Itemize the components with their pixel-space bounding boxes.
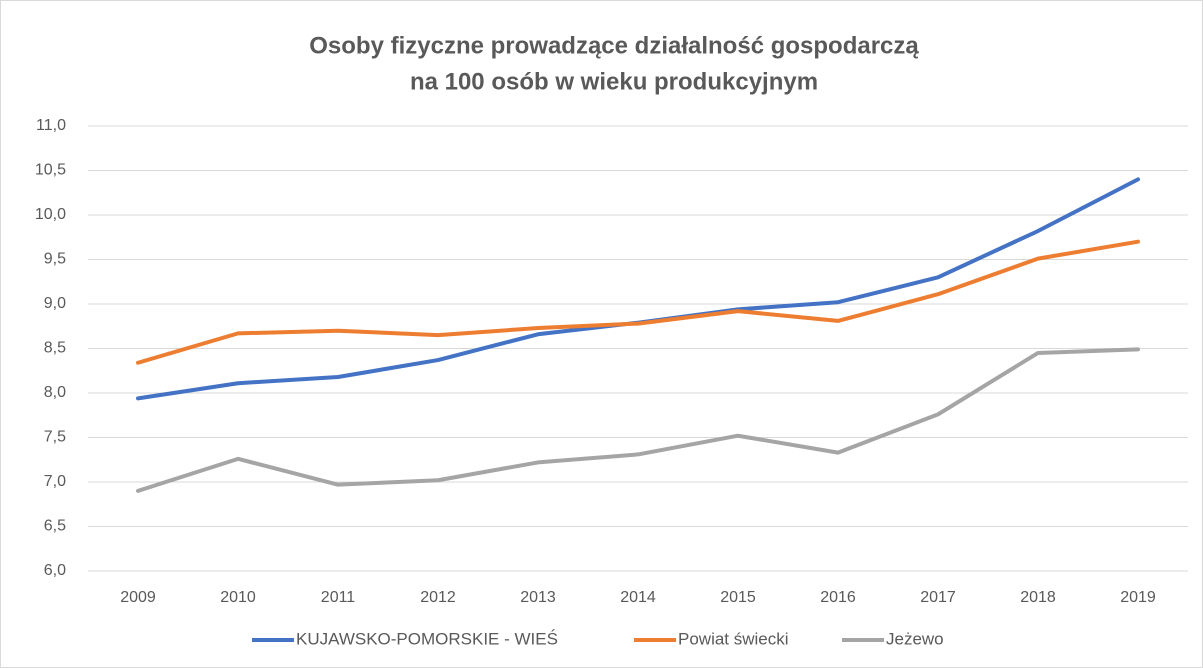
x-tick-label: 2016 (820, 589, 856, 606)
x-tick-label: 2011 (321, 589, 356, 606)
series-line (136, 239, 1140, 365)
x-tick-label: 2009 (120, 589, 156, 606)
y-tick-label: 8,0 (44, 384, 66, 401)
chart-title: na 100 osób w wieku produkcyjnym (410, 68, 818, 95)
y-tick-label: 10,5 (35, 162, 66, 179)
y-tick-label: 11,0 (36, 117, 66, 134)
x-tick-label: 2013 (520, 589, 556, 606)
series-line (136, 347, 1140, 493)
y-tick-label: 7,0 (44, 473, 66, 490)
y-tick-label: 10,0 (35, 206, 66, 223)
y-tick-label: 9,5 (44, 251, 66, 268)
y-tick-label: 6,5 (44, 518, 66, 535)
legend-label: KUJAWSKO-POMORSKIE - WIEŚ (296, 629, 558, 648)
y-tick-label: 6,0 (44, 562, 66, 579)
x-tick-label: 2018 (1020, 589, 1056, 606)
x-tick-label: 2012 (420, 589, 456, 606)
x-tick-label: 2019 (1120, 589, 1156, 606)
legend-label: Jeżewo (886, 629, 944, 648)
y-tick-label: 8,5 (44, 340, 66, 357)
x-tick-label: 2017 (920, 589, 956, 606)
x-tick-label: 2015 (720, 589, 756, 606)
x-tick-label: 2014 (620, 589, 656, 606)
legend-label: Powiat świecki (678, 629, 789, 648)
x-tick-label: 2010 (220, 589, 256, 606)
chart-title: Osoby fizyczne prowadzące działalność go… (309, 32, 919, 59)
y-tick-label: 7,5 (44, 429, 66, 446)
y-tick-label: 9,0 (44, 295, 66, 312)
